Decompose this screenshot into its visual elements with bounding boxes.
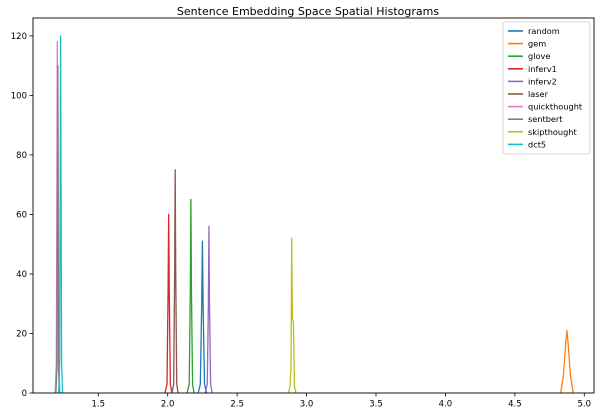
x-axis: 1.5 2.0 2.5 3.0 3.5 4.0 4.5 5.0 <box>91 393 592 410</box>
y-tick-label: 0 <box>22 389 27 399</box>
series-line-random <box>197 240 208 394</box>
y-axis: 0 20 40 60 80 100 120 <box>11 32 33 399</box>
legend: random gem glove inferv1 inferv2 laser quickth… <box>502 21 591 155</box>
x-tick-label: 2.5 <box>230 400 244 408</box>
legend-label-sentbert: sentbert <box>528 114 563 124</box>
legend-box <box>502 21 591 155</box>
series-line-dct5 <box>58 35 64 394</box>
x-tick-label: 2.0 <box>161 400 175 408</box>
legend-label-quickthought: quickthought <box>528 102 583 112</box>
y-tick-label: 20 <box>16 329 27 339</box>
y-tick-label: 60 <box>16 210 27 220</box>
legend-label-glove: glove <box>528 51 550 61</box>
x-tick-label: 1.5 <box>91 400 105 408</box>
plot-lines <box>54 35 574 394</box>
series-line-skipthought <box>287 237 297 394</box>
legend-label-dct5: dct5 <box>528 139 546 149</box>
y-tick-label: 120 <box>11 32 27 42</box>
x-tick-label: 3.0 <box>300 400 314 408</box>
series-line-inferv1 <box>164 213 173 394</box>
y-tick-label: 40 <box>16 270 27 280</box>
y-tick-label: 100 <box>11 91 27 101</box>
series-line-laser <box>171 169 179 394</box>
legend-label-random: random <box>528 26 560 36</box>
legend-label-inferv2: inferv2 <box>528 76 557 86</box>
x-tick-label: 4.5 <box>508 400 522 408</box>
x-tick-label: 4.0 <box>439 400 453 408</box>
plot-frame <box>32 17 595 394</box>
legend-label-skipthought: skipthought <box>528 127 577 137</box>
series-line-glove <box>186 198 195 394</box>
series-line-gem <box>560 329 574 394</box>
legend-label-gem: gem <box>528 39 546 49</box>
y-tick-label: 80 <box>16 151 27 161</box>
legend-label-inferv1: inferv1 <box>528 64 557 74</box>
legend-label-laser: laser <box>528 89 549 99</box>
x-tick-label: 3.5 <box>369 400 383 408</box>
chart-title: Sentence Embedding Space Spatial Histogr… <box>177 5 439 18</box>
series-line-inferv2 <box>204 225 213 394</box>
x-tick-label: 5.0 <box>578 400 592 408</box>
